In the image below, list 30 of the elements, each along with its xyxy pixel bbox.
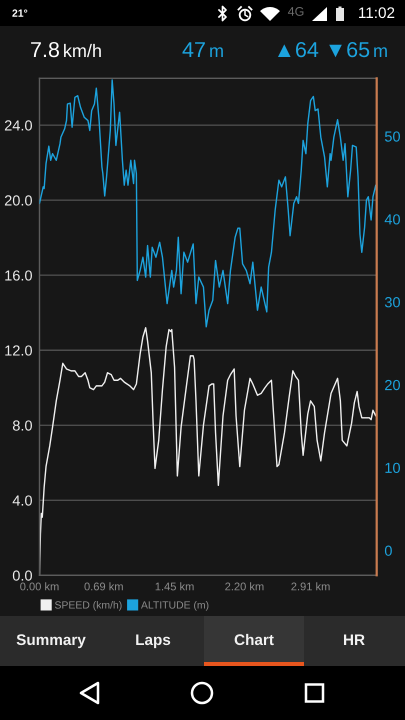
x-tick-label: 2.91 km — [291, 582, 330, 590]
y2-tick-label: 50 — [384, 131, 400, 142]
x-tick-label: 2.20 km — [225, 582, 264, 590]
text: ▲64 ▼65 m — [278, 42, 387, 58]
y-tick-label: 8.0 — [12, 420, 32, 431]
y2-tick-label: 20 — [385, 380, 400, 390]
y-tick-label: 0.0 — [12, 570, 32, 581]
y-tick-label: 24.0 — [4, 120, 32, 131]
y-tick-label: 20.0 — [4, 195, 32, 206]
text: Summary — [16, 634, 86, 648]
y2-tick-label: 0 — [384, 546, 392, 556]
text: HR — [344, 634, 365, 645]
x-tick-label: 1.45 km — [156, 582, 194, 590]
text: 21° — [12, 9, 28, 17]
y-tick-label: 16.0 — [5, 270, 32, 281]
text: 7.8 km/h — [31, 42, 101, 58]
y-tick-label: 12.0 — [5, 345, 32, 356]
text: Laps — [136, 634, 170, 648]
legend-label: ALTITUDE (m) — [140, 601, 208, 611]
y-tick-label: 4.0 — [12, 495, 32, 506]
text: 11:02 — [359, 7, 394, 18]
x-tick-label: 0.69 km — [84, 582, 123, 590]
text: 4G — [288, 7, 304, 16]
y2-tick-label: 30 — [384, 297, 400, 308]
y2-tick-label: 10 — [385, 462, 400, 474]
text: 47 m — [182, 42, 223, 57]
x-tick-label: 0.00 km — [20, 582, 59, 590]
legend-label: SPEED (km/h) — [54, 601, 122, 611]
y2-tick-label: 40 — [384, 214, 400, 225]
text: Chart — [234, 634, 274, 646]
